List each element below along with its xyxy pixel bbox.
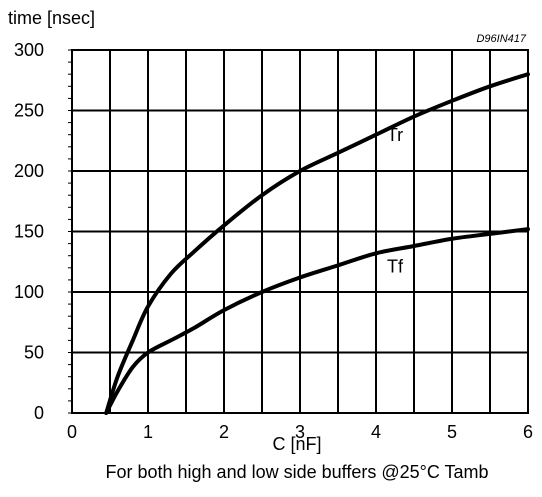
series-lines xyxy=(104,72,530,415)
series-label-tr: Tr xyxy=(387,125,403,145)
x-tick-label: 0 xyxy=(67,422,77,442)
x-tick-label: 4 xyxy=(371,422,381,442)
y-tick-label: 200 xyxy=(14,161,44,181)
y-tick-label: 250 xyxy=(14,101,44,121)
y-tick-label: 50 xyxy=(24,343,44,363)
figure-code-label: D96IN417 xyxy=(476,33,526,45)
series-line-tf xyxy=(104,227,530,415)
series-label-tf: Tf xyxy=(387,257,404,277)
x-tick-label: 5 xyxy=(447,422,457,442)
x-tick-label: 2 xyxy=(219,422,229,442)
x-tick-label: 6 xyxy=(523,422,533,442)
x-axis-label: C [nF] xyxy=(272,434,321,454)
x-tick-label: 1 xyxy=(143,422,153,442)
series-line-tr xyxy=(104,72,530,415)
y-tick-label: 150 xyxy=(14,222,44,242)
y-axis-label: time [nsec] xyxy=(8,8,95,28)
caption: For both high and low side buffers @25°C… xyxy=(105,462,488,482)
series-labels: Tr Tf xyxy=(387,125,404,277)
y-tick-label: 100 xyxy=(14,282,44,302)
y-tick-label: 300 xyxy=(14,40,44,60)
y-tick-label: 0 xyxy=(34,403,44,423)
x-tick-label: 3 xyxy=(295,422,305,442)
ticks: 0 50 100 150 200 250 300 0 1 2 3 4 5 6 xyxy=(14,40,533,442)
